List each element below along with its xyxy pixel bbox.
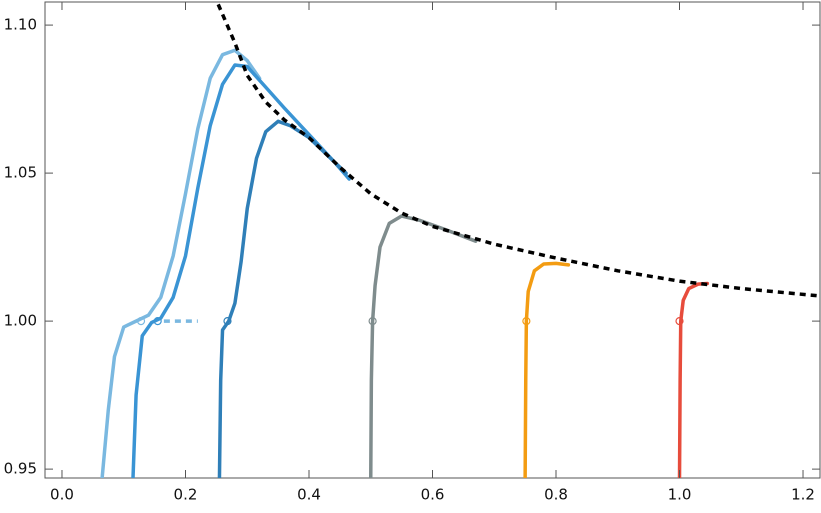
x-tick-label: 1.2	[791, 486, 815, 504]
point-marker	[368, 317, 377, 326]
line	[369, 214, 478, 478]
x-tick-label: 0.8	[544, 486, 568, 504]
y-tick-label: 1.00	[4, 312, 37, 330]
line	[131, 63, 351, 478]
x-tick-label: 0.2	[174, 486, 198, 504]
line	[523, 261, 571, 478]
point-marker	[675, 317, 684, 326]
x-tick-label: 0.6	[421, 486, 445, 504]
x-tick-label: 1.0	[668, 486, 692, 504]
line	[677, 281, 710, 478]
line	[100, 48, 262, 478]
point-marker	[136, 317, 146, 326]
x-tick-label: 0.4	[297, 486, 321, 504]
x-tick-label: 0.0	[50, 486, 74, 504]
point-marker	[223, 317, 232, 326]
dashed-line	[216, 3, 820, 298]
plot-area	[100, 3, 820, 478]
y-tick-label: 1.10	[4, 16, 37, 34]
point-marker	[153, 317, 162, 326]
y-tick-label: 0.95	[4, 460, 37, 478]
plot-frame	[44, 1, 821, 479]
point-marker	[522, 317, 531, 326]
y-tick-label: 1.05	[4, 164, 37, 182]
line	[217, 119, 348, 478]
